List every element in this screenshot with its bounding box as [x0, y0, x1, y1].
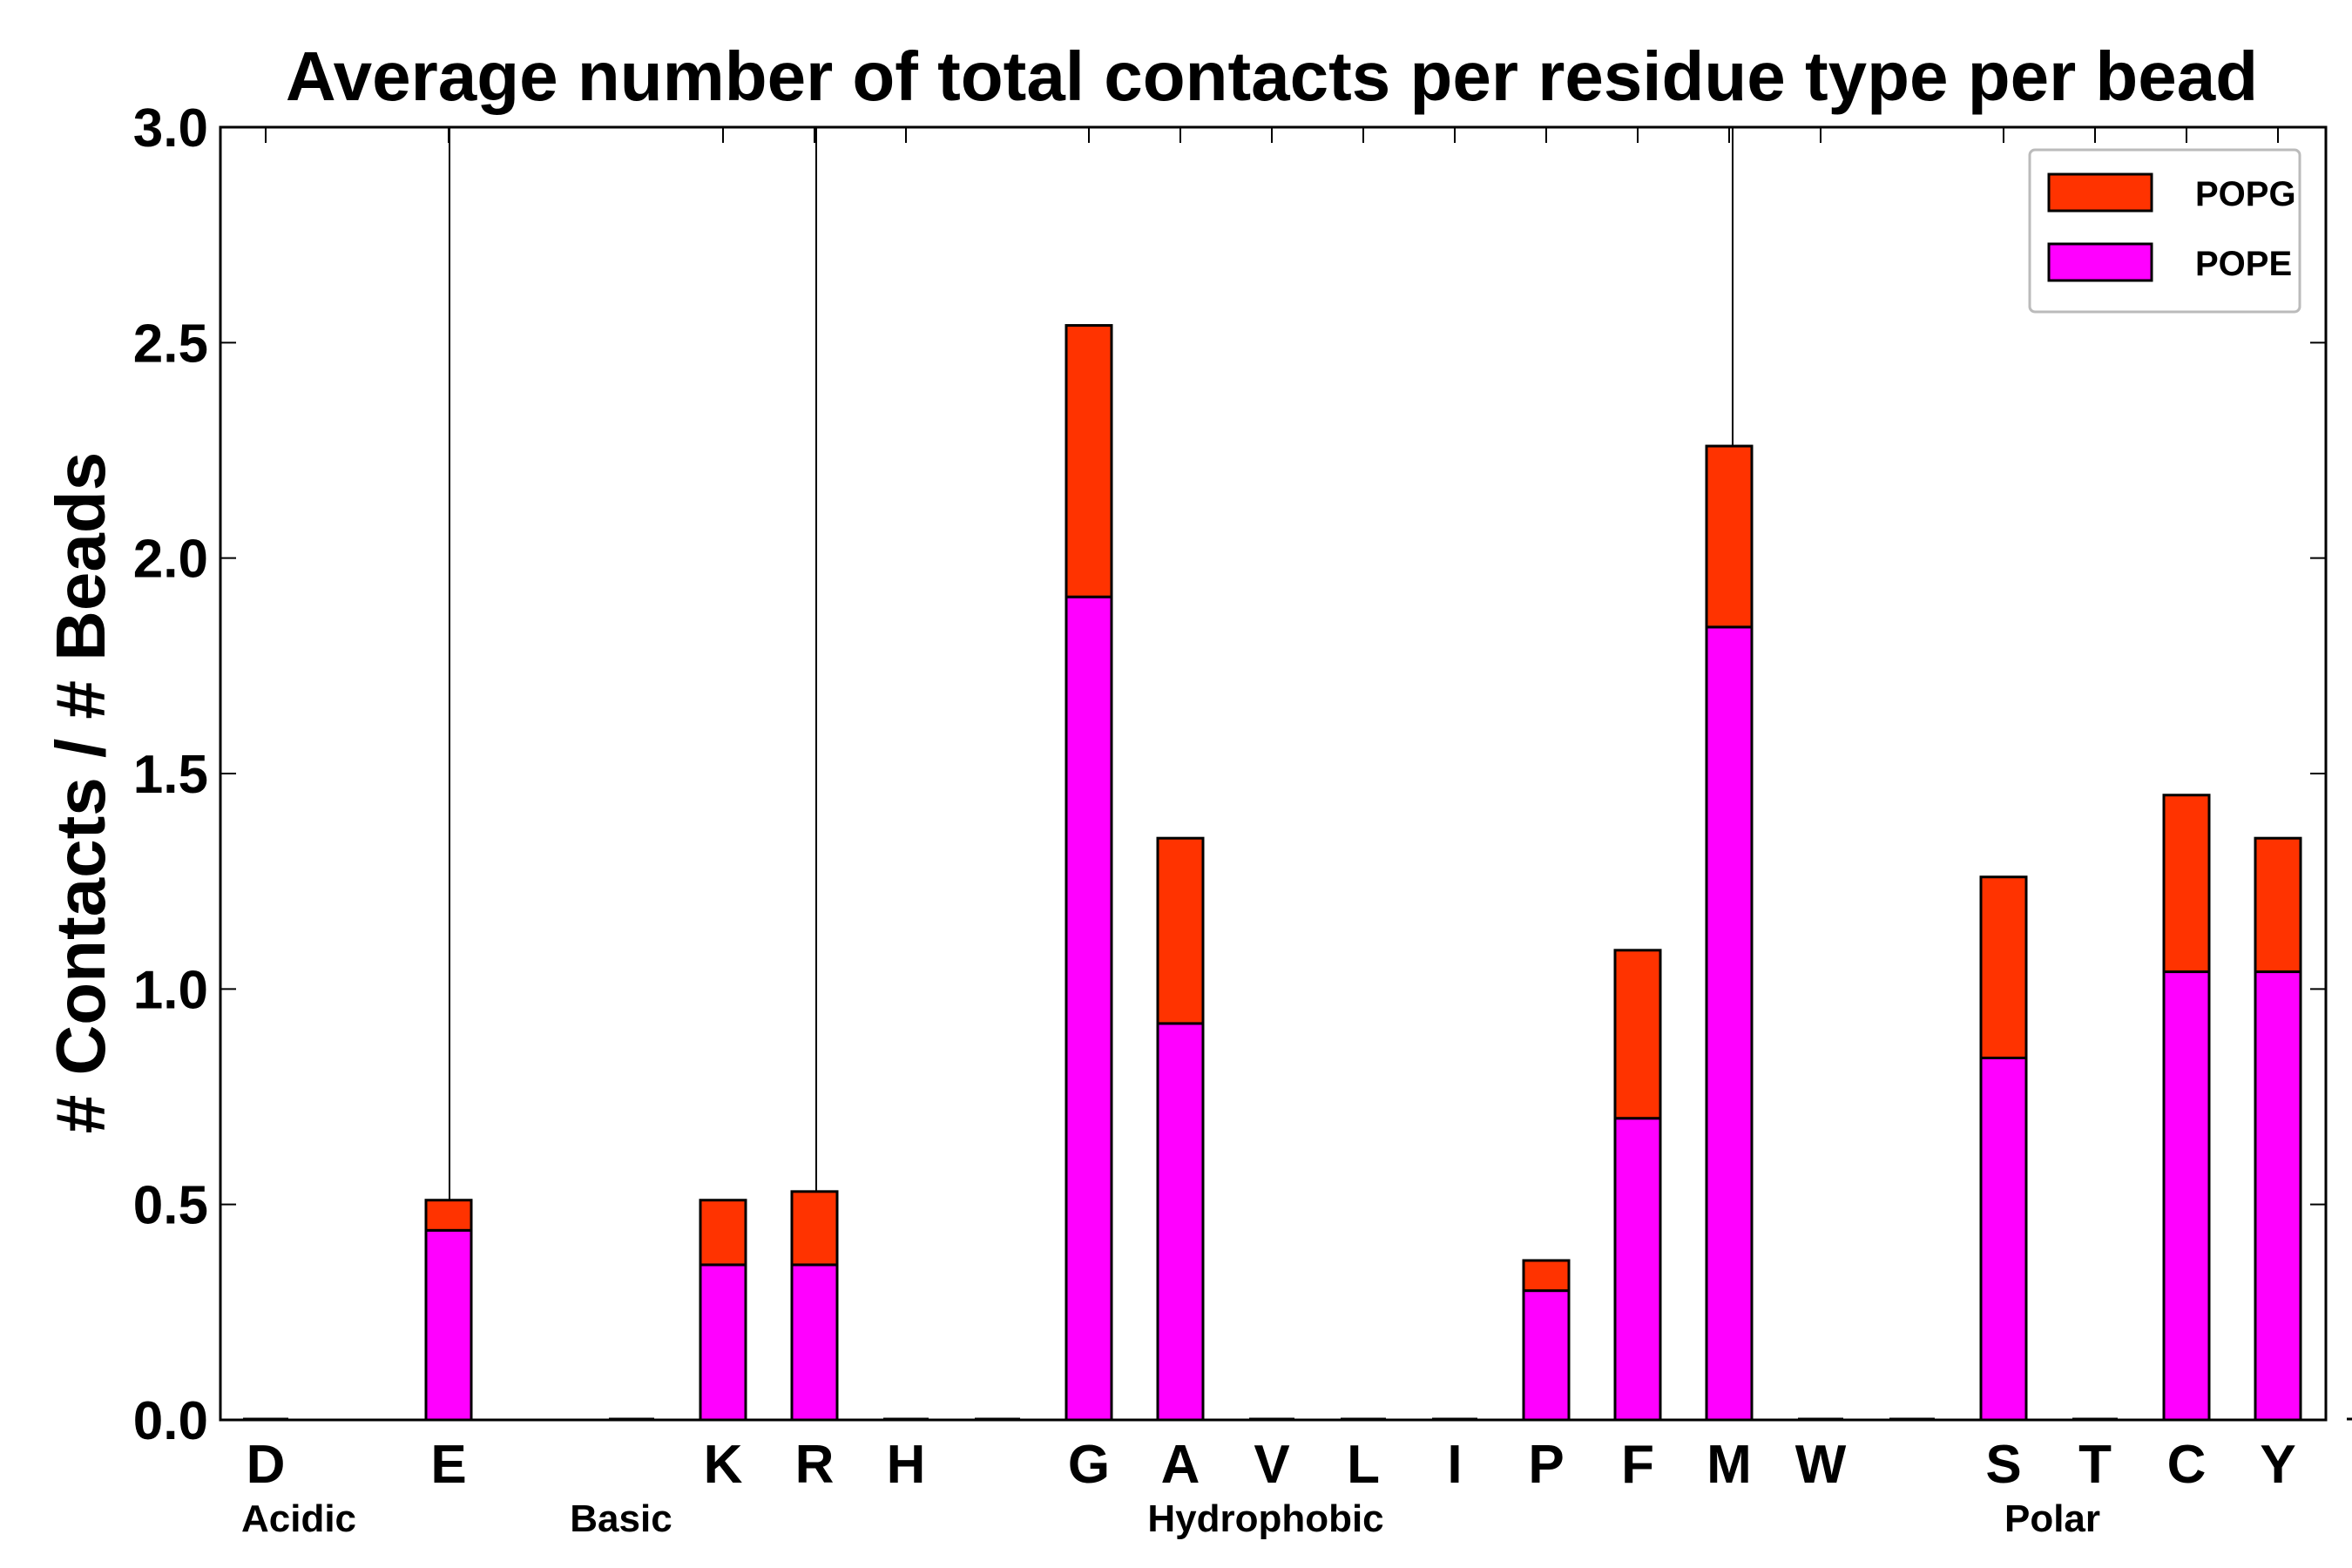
chart-title: Average number of total contacts per res…: [286, 37, 2258, 115]
bar-popg-R: [790, 1190, 839, 1267]
y-tick-label: 0.5: [133, 1176, 208, 1236]
group-label-hydrophobic: Hydrophobic: [1147, 1497, 1383, 1540]
bar-pope-E: [424, 1228, 473, 1422]
x-tick-label-D: D: [247, 1435, 286, 1495]
bar-popg-A: [1156, 836, 1205, 1025]
bar-pope-M: [1705, 625, 1754, 1422]
bar-pope-K: [699, 1263, 747, 1422]
legend-swatch-pope: [2047, 242, 2153, 282]
bar-pope-G: [1064, 595, 1113, 1422]
bar-pope-S: [1979, 1056, 2028, 1422]
y-tick-label: 1.0: [133, 960, 208, 1020]
x-tick-label-H: H: [887, 1435, 926, 1495]
bar-popg-C: [2162, 794, 2211, 974]
bar-popg-M: [1705, 444, 1754, 629]
x-tick-label-F: F: [1621, 1435, 1654, 1495]
group-label-polar: Polar: [2004, 1497, 2100, 1540]
bar-pope-P: [1522, 1289, 1571, 1422]
y-axis-label: # Contacts / # Beads: [42, 452, 119, 1134]
y-tick-label: 2.5: [133, 314, 208, 374]
group-label-acidic: Acidic: [241, 1497, 356, 1540]
bar-pope-C: [2162, 970, 2211, 1422]
x-tick-label-K: K: [704, 1435, 743, 1495]
bar-pope-F: [1613, 1117, 1662, 1422]
x-tick-label-R: R: [795, 1435, 835, 1495]
x-tick-label-T: T: [2078, 1435, 2112, 1495]
x-tick-label-L: L: [1347, 1435, 1380, 1495]
y-tick-label: 2.0: [133, 530, 208, 590]
x-tick-label-P: P: [1528, 1435, 1564, 1495]
x-tick-label-G: G: [1068, 1435, 1110, 1495]
legend-swatch-popg: [2047, 172, 2153, 213]
x-tick-label-C: C: [2167, 1435, 2207, 1495]
x-tick-label-Y: Y: [2260, 1435, 2295, 1495]
bar-popg-Y: [2254, 836, 2302, 974]
bar-popg-F: [1613, 949, 1662, 1120]
plot-frame: [219, 125, 2328, 1422]
bar-popg-E: [424, 1199, 473, 1232]
bar-popg-K: [699, 1199, 747, 1267]
y-tick-label: 0.0: [133, 1391, 208, 1451]
legend-label-popg: POPG: [2195, 175, 2296, 213]
x-tick-label-A: A: [1161, 1435, 1200, 1495]
bar-pope-R: [790, 1263, 839, 1422]
y-tick-label: 1.5: [133, 745, 208, 805]
x-tick-label-S: S: [1985, 1435, 2021, 1495]
group-label-basic: Basic: [570, 1497, 672, 1540]
x-tick-label-I: I: [1447, 1435, 1462, 1495]
bar-popg-P: [1522, 1259, 1571, 1293]
x-tick-label-M: M: [1707, 1435, 1752, 1495]
x-tick-label-E: E: [430, 1435, 466, 1495]
legend: POPG POPE: [2028, 148, 2301, 314]
bar-popg-G: [1064, 324, 1113, 598]
x-tick-label-W: W: [1795, 1435, 1847, 1495]
y-tick-label: 3.0: [133, 98, 208, 159]
bar-pope-Y: [2254, 970, 2302, 1422]
bar-popg-S: [1979, 875, 2028, 1059]
bar-pope-A: [1156, 1022, 1205, 1422]
x-tick-label-N: N: [2350, 1435, 2352, 1495]
x-tick-label-V: V: [1254, 1435, 1289, 1495]
legend-label-pope: POPE: [2195, 245, 2292, 283]
